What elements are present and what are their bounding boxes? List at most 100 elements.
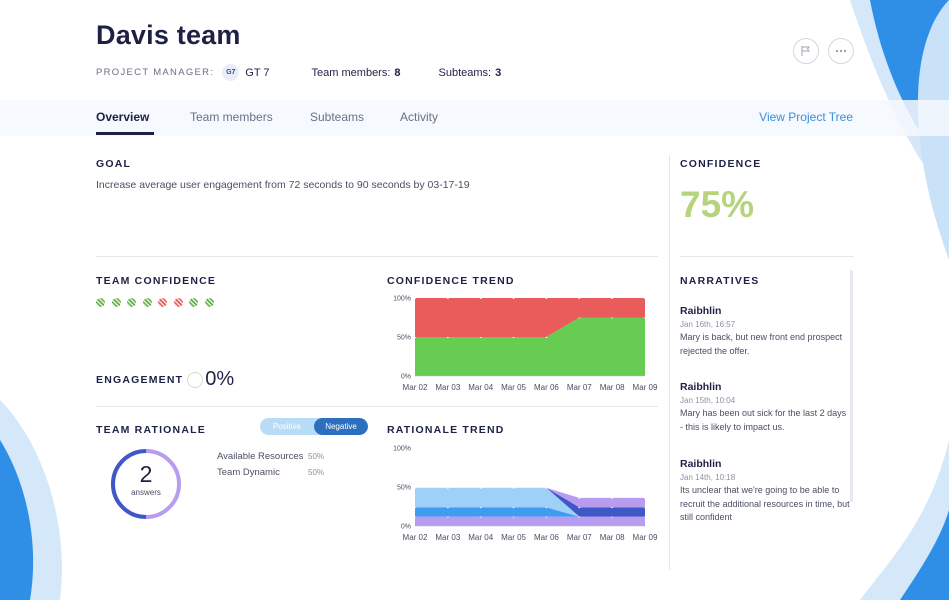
narrative-author: Raibhlin bbox=[680, 381, 722, 393]
x-tick-label: Mar 07 bbox=[567, 383, 592, 392]
answers-label: answers bbox=[131, 488, 161, 497]
series-area-4 bbox=[415, 487, 645, 508]
series-area-0 bbox=[415, 516, 645, 526]
data-point bbox=[644, 297, 646, 299]
confidence-trend-heading: CONFIDENCE TREND bbox=[387, 275, 515, 287]
narrative-text: Mary is back, but new front end prospect… bbox=[680, 332, 843, 356]
x-tick-label: Mar 04 bbox=[468, 383, 493, 392]
project-manager-name[interactable]: GT 7 bbox=[245, 66, 270, 79]
narrative-author: Raibhlin bbox=[680, 458, 722, 470]
narrative-date: Jan 15th, 10:04 bbox=[680, 396, 736, 405]
confidence-indicator-green bbox=[111, 298, 121, 307]
y-tick-label: 0% bbox=[401, 524, 411, 531]
rationale-item-pct: 50% bbox=[308, 452, 325, 461]
x-tick-label: Mar 03 bbox=[435, 383, 460, 392]
series-area-2 bbox=[415, 487, 645, 517]
flag-button[interactable] bbox=[793, 38, 819, 64]
data-point bbox=[512, 297, 515, 299]
tab-team-members[interactable]: Team members bbox=[190, 110, 273, 124]
x-tick-label: Mar 05 bbox=[501, 533, 526, 542]
x-tick-label: Mar 02 bbox=[403, 383, 428, 392]
rationale-toggle[interactable]: Positive Negative bbox=[260, 418, 368, 435]
x-tick-label: Mar 02 bbox=[403, 533, 428, 542]
x-tick-label: Mar 06 bbox=[534, 383, 559, 392]
confidence-indicator-green bbox=[204, 298, 214, 307]
toggle-negative[interactable]: Negative bbox=[314, 418, 368, 435]
confidence-indicator-green bbox=[189, 298, 198, 307]
confidence-indicator-green bbox=[142, 298, 152, 307]
data-point bbox=[479, 486, 482, 489]
engagement-value: 0% bbox=[205, 368, 235, 390]
confidence-value: 75% bbox=[680, 184, 755, 225]
confidence-indicator-red bbox=[173, 298, 183, 307]
ellipsis-icon bbox=[835, 49, 847, 53]
y-tick-label: 50% bbox=[397, 485, 411, 492]
answers-count: 2 bbox=[139, 461, 153, 487]
project-manager-label: PROJECT MANAGER: bbox=[96, 67, 215, 78]
rationale-trend-chart: 100% 50% 0% Mar 02 Mar 03 Mar 04 Mar 05 Mar 06 M… bbox=[393, 446, 658, 543]
x-tick-label: Mar 05 bbox=[501, 383, 526, 392]
rationale-item-label: Available Resources bbox=[217, 451, 304, 462]
engagement-ring bbox=[187, 371, 204, 388]
data-point bbox=[414, 297, 416, 299]
goal-heading: GOAL bbox=[96, 158, 132, 170]
x-tick-label: Mar 08 bbox=[600, 383, 625, 392]
data-point bbox=[512, 486, 515, 489]
x-tick-label: Mar 08 bbox=[600, 533, 625, 542]
y-tick-label: 50% bbox=[397, 335, 411, 342]
team-members-label: Team members: bbox=[311, 66, 391, 79]
tab-overview[interactable]: Overview bbox=[96, 110, 150, 124]
rationale-item-pct: 50% bbox=[308, 468, 325, 477]
series-area-1 bbox=[415, 298, 645, 337]
data-point bbox=[578, 496, 581, 499]
series-area-3 bbox=[415, 487, 645, 517]
view-project-tree-link[interactable]: View Project Tree bbox=[759, 110, 853, 124]
flag-icon bbox=[801, 46, 810, 56]
goal-text: Increase average user engagement from 72… bbox=[96, 179, 470, 191]
active-tab-indicator bbox=[96, 132, 154, 135]
data-point bbox=[644, 496, 646, 499]
narrative-text: Its unclear that we're going to be able … bbox=[680, 485, 850, 522]
data-point bbox=[545, 297, 548, 299]
confidence-trend-chart: 100% 50% 0% Mar 02 Mar 03 Mar 04 Mar 05 Mar 06 M… bbox=[393, 296, 658, 393]
series-area-1 bbox=[415, 507, 645, 517]
narrative-date: Jan 16th, 16:57 bbox=[680, 320, 736, 329]
more-button[interactable] bbox=[828, 38, 854, 64]
team-rationale-heading: TEAM RATIONALE bbox=[96, 424, 206, 436]
confidence-indicator-red bbox=[158, 298, 167, 307]
data-point bbox=[611, 496, 614, 499]
tab-subteams[interactable]: Subteams bbox=[310, 110, 365, 124]
narrative-item: Raibhlin Jan 14th, 10:18 Its unclear tha… bbox=[680, 458, 850, 525]
y-tick-label: 100% bbox=[393, 446, 411, 453]
subteams-count: 3 bbox=[495, 66, 502, 79]
page-title: Davis team bbox=[96, 20, 241, 50]
data-point bbox=[578, 297, 581, 299]
data-point bbox=[414, 486, 416, 489]
narratives-scrollbar[interactable] bbox=[850, 270, 853, 502]
data-point bbox=[611, 297, 614, 299]
narrative-author: Raibhlin bbox=[680, 305, 722, 317]
narratives-heading: NARRATIVES bbox=[680, 275, 760, 287]
project-meta: PROJECT MANAGER: G7 GT 7 Team members: 8… bbox=[96, 64, 539, 81]
y-tick-label: 100% bbox=[393, 296, 411, 303]
data-point bbox=[479, 297, 482, 299]
x-tick-label: Mar 04 bbox=[468, 533, 493, 542]
confidence-indicator-green bbox=[127, 298, 136, 307]
divider bbox=[680, 256, 854, 257]
data-point bbox=[545, 486, 548, 489]
series-area-0 bbox=[415, 317, 645, 376]
x-tick-label: Mar 09 bbox=[633, 383, 658, 392]
data-point bbox=[446, 297, 449, 299]
tab-activity[interactable]: Activity bbox=[400, 110, 439, 124]
rationale-donut bbox=[111, 449, 181, 519]
narrative-date: Jan 14th, 10:18 bbox=[680, 473, 736, 482]
team-confidence-indicators bbox=[96, 298, 220, 307]
avatar[interactable]: G7 bbox=[222, 64, 240, 81]
x-tick-label: Mar 03 bbox=[435, 533, 460, 542]
y-tick-label: 0% bbox=[401, 374, 411, 381]
divider bbox=[96, 256, 658, 257]
narrative-item: Raibhlin Jan 16th, 16:57 Mary is back, b… bbox=[680, 305, 850, 358]
team-confidence-heading: TEAM CONFIDENCE bbox=[96, 275, 217, 287]
toggle-positive[interactable]: Positive bbox=[272, 422, 301, 431]
narrative-item: Raibhlin Jan 15th, 10:04 Mary has been o… bbox=[680, 381, 850, 434]
